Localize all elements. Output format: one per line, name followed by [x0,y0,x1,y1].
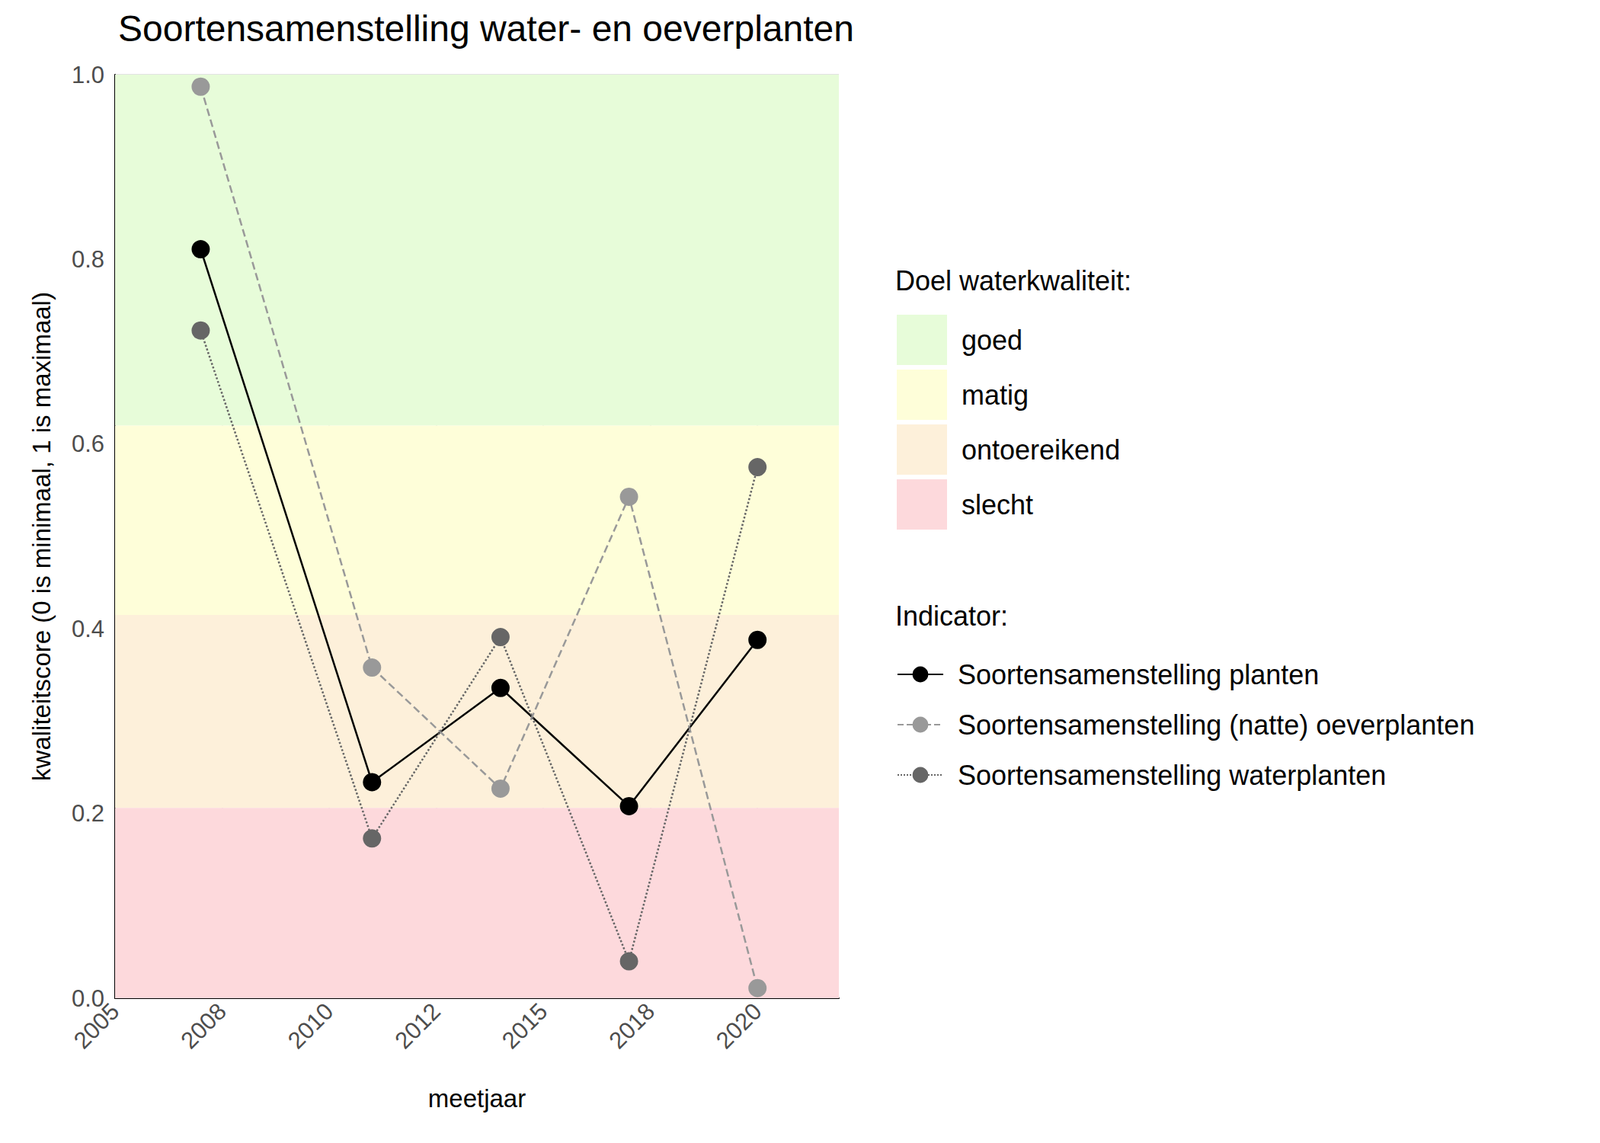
svg-text:meetjaar: meetjaar [428,1084,526,1113]
svg-text:matig: matig [961,379,1029,411]
svg-text:ontoereikend: ontoereikend [961,434,1120,466]
svg-text:Soortensamenstelling waterplan: Soortensamenstelling waterplanten [957,759,1386,791]
svg-text:2020: 2020 [710,998,767,1054]
svg-text:Soortensamenstelling (natte) o: Soortensamenstelling (natte) oeverplante… [957,709,1475,741]
svg-text:Soortensamenstelling water- en: Soortensamenstelling water- en oeverplan… [118,8,855,49]
svg-text:2010: 2010 [282,998,339,1054]
svg-text:2018: 2018 [604,998,660,1054]
svg-text:0.8: 0.8 [71,246,105,273]
svg-text:0.6: 0.6 [71,430,105,458]
svg-text:1.0: 1.0 [71,61,105,89]
svg-text:slecht: slecht [961,489,1034,521]
svg-text:goed: goed [961,324,1023,356]
svg-text:0.0: 0.0 [71,984,105,1012]
svg-text:Doel waterkwaliteit:: Doel waterkwaliteit: [895,265,1132,297]
svg-text:2005: 2005 [68,998,125,1054]
svg-text:Soortensamenstelling planten: Soortensamenstelling planten [957,659,1319,691]
svg-text:kwaliteitscore (0 is minimaal,: kwaliteitscore (0 is minimaal, 1 is maxi… [27,291,56,781]
svg-text:2008: 2008 [175,998,231,1054]
svg-text:0.4: 0.4 [71,615,105,643]
svg-text:Indicator:: Indicator: [895,600,1008,632]
svg-text:2012: 2012 [389,998,445,1054]
svg-text:0.2: 0.2 [71,800,105,827]
svg-text:2015: 2015 [496,998,553,1054]
